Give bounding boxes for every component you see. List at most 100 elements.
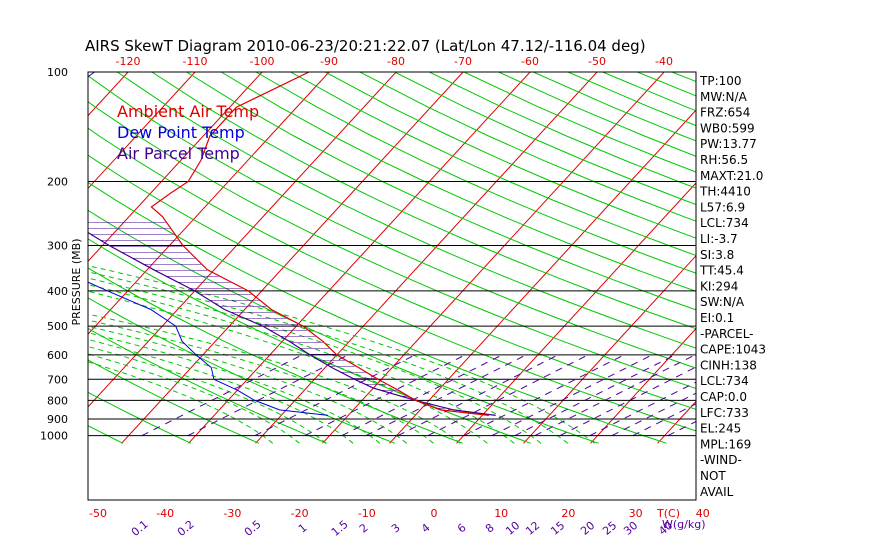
- pressure-tick-label: 200: [47, 175, 68, 188]
- top-temp-tick-label: -80: [387, 55, 405, 68]
- isotherm-line: [88, 72, 129, 117]
- stability-index-item: NOT: [700, 469, 726, 483]
- dry-adiabat-line: [845, 72, 870, 443]
- y-axis-label: PRESSURE (MB): [70, 239, 83, 326]
- mixing-ratio-tick-label: 20: [578, 519, 597, 538]
- mixing-ratio-tick-label: 25: [600, 519, 619, 538]
- mixing-ratio-tick-label: 1: [296, 521, 310, 535]
- top-temp-tick-label: -60: [521, 55, 539, 68]
- profile-lines: [88, 72, 496, 416]
- dry-adiabat-line: [88, 327, 327, 444]
- isotherm-line: [590, 327, 696, 444]
- pressure-tick-label: 100: [47, 66, 68, 79]
- mixing-ratio-line: [534, 354, 696, 437]
- pressure-tick-label: 700: [47, 373, 68, 386]
- dry-adiabat-line: [88, 297, 395, 444]
- dry-adiabat-line: [741, 72, 870, 443]
- mixing-ratio-tick-label: 30: [621, 519, 640, 538]
- mixing-ratio-tick-label: 4: [419, 521, 433, 535]
- mixing-ratio-tick-label: 6: [455, 521, 469, 535]
- top-temp-tick-label: -90: [320, 55, 338, 68]
- isotherm-line: [389, 109, 696, 444]
- top-temp-axis: -120 -110 -100 -90 -80 -70 -60 -50 -40: [116, 55, 673, 68]
- cape-hatch-area: [88, 216, 454, 410]
- legend-air-parcel-temp: Air Parcel Temp: [117, 144, 240, 163]
- top-temp-tick-label: -70: [454, 55, 472, 68]
- dry-adiabat-line: [88, 267, 463, 444]
- pressure-axis: 100 200 300 400 500 600 700 800 900 1000: [40, 66, 68, 443]
- stability-index-item: SI:3.8: [700, 248, 734, 262]
- mixing-ratio-line: [187, 354, 349, 437]
- top-temp-tick-label: -50: [588, 55, 606, 68]
- isotherm-line: [88, 72, 263, 262]
- top-temp-tick-label: -40: [655, 55, 673, 68]
- isotherm-line: [188, 72, 531, 444]
- pressure-tick-label: 300: [47, 239, 68, 252]
- moist-adiabat-line: [88, 284, 515, 444]
- pressure-tick-label: 600: [47, 349, 68, 362]
- mixing-ratio-line: [141, 354, 303, 437]
- mixing-ratio-tick-label: 12: [523, 519, 542, 538]
- dry-adiabat-line: [88, 127, 696, 410]
- stability-index-item: MAXT:21.0: [700, 169, 763, 183]
- bottom-temp-tick-label: -30: [223, 507, 241, 520]
- stability-index-item: LCL:734: [700, 374, 749, 388]
- dry-adiabat-line: [88, 359, 260, 444]
- stability-index-item: -WIND-: [700, 453, 742, 467]
- dry-adiabat-line: [220, 72, 696, 292]
- dry-adiabat-line: [88, 238, 531, 444]
- dry-adiabat-line: [116, 72, 696, 349]
- stability-index-item: -PARCEL-: [700, 327, 754, 341]
- dry-adiabat-line: [811, 72, 870, 443]
- dry-adiabat-line: [88, 101, 696, 389]
- top-temp-tick-label: -100: [250, 55, 275, 68]
- mixing-ratio-tick-label: 0.1: [129, 518, 151, 539]
- isotherm-line: [255, 72, 598, 444]
- mixing-ratio-line: [514, 354, 676, 437]
- stability-index-item: KI:294: [700, 279, 738, 293]
- mixing-ratio-line: [632, 403, 696, 437]
- stability-index-item: EI:0.1: [700, 311, 734, 325]
- mixing-ratio-tick-label: 8: [483, 521, 497, 535]
- dry-adiabat-line: [88, 425, 124, 444]
- legend-dew-point-temp: Dew Point Temp: [117, 123, 245, 142]
- stability-index-item: MW:N/A: [700, 90, 748, 104]
- mixing-ratio-line: [397, 354, 559, 437]
- moist-adiabat-line: [88, 277, 542, 444]
- mixing-ratio-tick-label: 10: [503, 519, 522, 538]
- stability-index-item: AVAIL: [700, 485, 734, 499]
- mixing-ratio-axis: 0.1 0.2 0.5 1 1.5 2 3 4 6 8 10 12 15 20 25 30 40: [129, 518, 675, 539]
- mixing-ratio-tick-label: 2: [357, 521, 371, 535]
- dry-adiabat-line: [429, 72, 696, 189]
- mixing-ratio-line: [427, 354, 589, 437]
- stability-index-item: LCL:734: [700, 216, 749, 230]
- dry-adiabat-line: [324, 72, 696, 239]
- dry-adiabat-line: [88, 75, 696, 369]
- isotherm-line: [88, 72, 196, 190]
- pressure-tick-label: 500: [47, 320, 68, 333]
- stability-index-item: L57:6.9: [700, 200, 745, 214]
- stability-index-item: TT:45.4: [699, 264, 744, 278]
- mixing-ratio-line: [667, 420, 696, 437]
- moist-adiabat-line: [88, 271, 569, 444]
- dry-adiabat-line: [151, 72, 696, 330]
- mixing-ratio-line: [463, 354, 625, 437]
- dry-adiabat-line: [0, 72, 55, 443]
- isotherm-line: [523, 255, 696, 444]
- isotherm-line: [88, 72, 397, 408]
- mixing-ratio-tick-label: 0.2: [175, 518, 197, 539]
- bottom-temp-tick-label: 0: [431, 507, 438, 520]
- dry-adiabat-line: [88, 154, 696, 432]
- cape-area: [88, 216, 454, 410]
- air-parcel-temp-line: [88, 231, 496, 416]
- mixing-ratio-line: [589, 381, 696, 437]
- stability-index-item: RH:56.5: [700, 153, 748, 167]
- stability-index-item: PW:13.77: [700, 137, 757, 151]
- bottom-temp-tick-label: -50: [89, 507, 107, 520]
- pressure-tick-label: 900: [47, 413, 68, 426]
- stability-index-item: TP:100: [699, 74, 742, 88]
- legend-ambient-air-temp: Ambient Air Temp: [117, 102, 259, 121]
- dry-adiabat-line: [463, 72, 696, 173]
